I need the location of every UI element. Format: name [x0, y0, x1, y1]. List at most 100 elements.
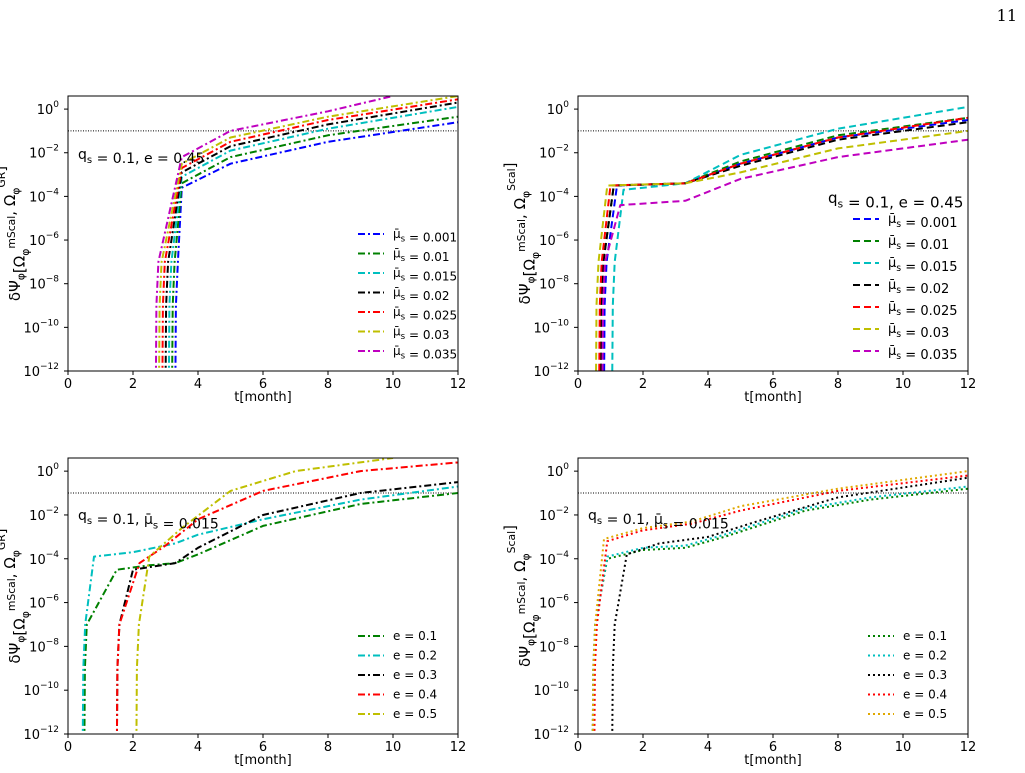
text-run: μ̄ [888, 300, 896, 315]
y-tick-label: 10−8 [539, 637, 569, 655]
y-tick-label: 10−2 [29, 144, 59, 162]
series-line-3 [611, 105, 968, 371]
subscript: φ [525, 639, 538, 646]
y-tick-label: 10−6 [539, 594, 569, 612]
x-tick-label: 8 [834, 740, 842, 755]
tick-exponent: −4 [46, 550, 60, 560]
y-tick-label: 10−6 [29, 231, 59, 249]
text-run: = 0.015 [668, 516, 729, 532]
tick-base: 10 [29, 597, 46, 612]
subscript: s [663, 520, 668, 531]
text-run: μ̄ [393, 227, 401, 241]
text-run: , Ω [1, 195, 19, 216]
x-tick-label: 4 [704, 377, 712, 392]
text-run: , Ω [1, 557, 19, 578]
text-run: δΨ [516, 646, 534, 667]
y-axis-label: δΨφ[ΩφmScal, ΩφScal] [501, 525, 542, 667]
tick-exponent: −10 [550, 681, 569, 691]
tick-exponent: −8 [556, 637, 570, 647]
x-tick-label: 6 [259, 740, 267, 755]
superscript: mScal [5, 216, 18, 249]
x-tick-label: 12 [960, 377, 977, 392]
panel-annotation: qs = 0.1, e = 0.45 [78, 147, 204, 167]
text-run: = 0.015 [405, 270, 457, 284]
legend-label: μ̄s = 0.035 [888, 344, 958, 363]
tick-base: 10 [539, 147, 556, 162]
tick-base: 10 [29, 278, 46, 293]
legend-label: μ̄s = 0.001 [888, 212, 958, 231]
text-run: e = 0.2 [393, 649, 437, 663]
subscript: φ [529, 252, 542, 259]
text-run: = 0.03 [901, 326, 949, 341]
superscript: mScal [515, 219, 528, 252]
tick-base: 10 [29, 640, 46, 655]
x-tick-label: 8 [324, 740, 332, 755]
legend-label: μ̄s = 0.02 [888, 278, 949, 297]
text-run: = 0.1, e = 0.45 [843, 194, 963, 212]
x-tick-label: 10 [385, 377, 402, 392]
tick-base: 10 [539, 278, 556, 293]
x-tick-label: 12 [450, 740, 467, 755]
subscript: s [896, 241, 901, 252]
tick-base: 10 [29, 234, 46, 249]
x-tick-label: 4 [194, 740, 202, 755]
tick-exponent: −2 [46, 506, 59, 516]
tick-base: 10 [29, 147, 46, 162]
text-run: ] [0, 166, 9, 172]
subscript: φ [19, 249, 32, 256]
tick-exponent: −6 [556, 594, 570, 604]
x-tick-label: 4 [704, 740, 712, 755]
legend-label: μ̄s = 0.02 [393, 286, 450, 304]
legend-label: μ̄s = 0.03 [888, 322, 949, 341]
text-run: μ̄ [393, 266, 401, 280]
subscript: s [401, 352, 406, 362]
legend-label: e = 0.1 [903, 629, 947, 643]
tick-base: 10 [533, 365, 550, 380]
legend-label: μ̄s = 0.001 [393, 227, 457, 245]
panel-annotation: qs = 0.1, e = 0.45 [828, 189, 963, 212]
y-tick-label: 100 [37, 100, 60, 118]
y-tick-label: 10−6 [29, 594, 59, 612]
series-line-3 [167, 105, 458, 371]
series-line-6 [595, 129, 968, 371]
tick-base: 10 [29, 509, 46, 524]
subscript: s [896, 307, 901, 318]
x-axis-label: t[month] [744, 390, 801, 405]
text-run: [Ω [521, 622, 539, 639]
text-run: e = 0.5 [903, 707, 947, 721]
series-group [591, 470, 968, 734]
text-run: μ̄ [393, 305, 401, 319]
subscript: s [597, 516, 602, 527]
subscript: φ [9, 188, 22, 195]
series-line-1 [83, 492, 458, 734]
subscript: φ [9, 550, 22, 557]
x-axis-label: t[month] [744, 753, 801, 768]
x-tick-label: 10 [895, 740, 912, 755]
text-run: = 0.02 [901, 282, 949, 297]
text-run: e = 0.4 [903, 688, 947, 702]
tick-exponent: −12 [550, 725, 569, 735]
text-run: μ̄ [888, 256, 896, 271]
text-run: = 0.03 [405, 328, 449, 342]
text-run: = 0.1, μ̄ [602, 512, 663, 528]
text-run: e = 0.4 [393, 688, 437, 702]
text-run: μ̄ [393, 247, 401, 261]
text-run: = 0.01 [901, 238, 949, 253]
superscript: Scal [505, 168, 518, 190]
series-line-7 [601, 138, 968, 371]
y-tick-label: 10−8 [29, 637, 59, 655]
series-line-3 [115, 481, 458, 734]
tick-base: 10 [539, 597, 556, 612]
y-tick-label: 10−10 [533, 681, 569, 699]
subscript: φ [19, 611, 32, 618]
legend-label: e = 0.3 [393, 668, 437, 682]
subscript: s [401, 332, 406, 342]
subscript: s [896, 351, 901, 362]
tick-exponent: 0 [563, 100, 569, 110]
y-tick-label: 10−12 [23, 725, 59, 743]
x-tick-label: 12 [450, 377, 467, 392]
text-run: ] [0, 528, 9, 534]
text-run: [Ω [11, 256, 29, 273]
